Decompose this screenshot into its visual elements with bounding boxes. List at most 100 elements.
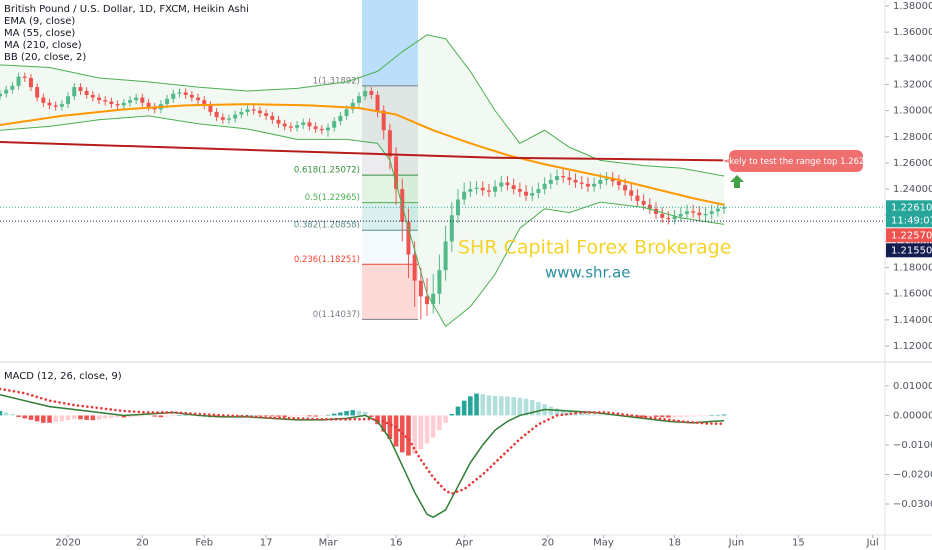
histogram-bar [276, 415, 281, 417]
histogram-bar [300, 415, 306, 417]
candle-body [146, 102, 151, 107]
histogram-bar [307, 415, 312, 417]
candle-body [189, 94, 194, 98]
candle-body [468, 189, 473, 192]
price-label: 1.22610 [891, 202, 932, 213]
candle-body [53, 105, 58, 107]
y-tick-label: 1.24000 [893, 184, 932, 195]
histogram-bar [356, 410, 362, 416]
candle-body [369, 91, 374, 95]
fib-zone [362, 264, 418, 320]
candle-body [326, 127, 331, 131]
histogram-bar [22, 415, 28, 419]
y-tick-label: 1.12000 [893, 341, 932, 352]
price-label: 1.22570 [891, 230, 932, 241]
histogram-bar [263, 415, 269, 417]
histogram-bar [127, 415, 133, 418]
signal-line [0, 387, 726, 496]
x-tick-label: Jun [728, 538, 745, 549]
x-tick-label: Mar [319, 538, 339, 549]
histogram-bar [412, 415, 417, 454]
candle-body [443, 241, 448, 271]
histogram-bar [313, 415, 318, 417]
candle-body [220, 117, 225, 120]
histogram-bar [486, 395, 492, 416]
histogram-bar [71, 415, 77, 419]
histogram-bar [548, 406, 554, 416]
candle-body [239, 111, 244, 115]
candle-body [22, 76, 27, 78]
candle-body [214, 111, 219, 118]
histogram-bar [715, 414, 721, 416]
x-tick-label: Jul [866, 538, 879, 549]
histogram-bar [641, 415, 646, 418]
candle-body [350, 102, 355, 110]
histogram-bar [474, 393, 479, 416]
candle-body [474, 187, 479, 190]
histogram-bar [133, 415, 139, 417]
candle-body [4, 89, 9, 94]
histogram-bar [270, 415, 275, 417]
candle-body [90, 94, 95, 98]
histogram-bar [381, 415, 387, 432]
price-label-box [886, 200, 932, 228]
candle-body [660, 213, 665, 218]
histogram-bar [152, 415, 158, 417]
candle-body [171, 93, 176, 99]
histogram-bar [455, 406, 461, 416]
moving-average [0, 103, 725, 206]
candle-body [629, 190, 634, 196]
y-tick-label: 1.16000 [893, 289, 932, 300]
price-pane: 1(1.31892) 0.618(1.25072) 0.5(1.22965) 0.38… [0, 0, 885, 328]
candle-body [616, 181, 621, 186]
candle-body [641, 200, 646, 205]
bb-lower [0, 115, 725, 328]
histogram-bar [523, 398, 529, 416]
x-tick-label: 2020 [55, 538, 80, 549]
fib-label: 0.236(1.18251) [294, 255, 360, 265]
histogram-bar [505, 396, 510, 416]
candle-body [623, 185, 628, 191]
candle-body [0, 93, 2, 97]
candle-body [344, 109, 349, 116]
candle-body [573, 179, 578, 183]
histogram-bar [449, 413, 455, 416]
candle-body [35, 87, 40, 98]
candle-body [703, 213, 708, 216]
histogram-bar [468, 396, 473, 416]
candle-body [338, 115, 343, 122]
histogram-bar [121, 415, 127, 418]
y-tick-label: 1.34000 [893, 53, 932, 64]
histogram-bar [47, 415, 52, 423]
candle-body [233, 114, 238, 119]
legend-item: EMA (9, close) [4, 16, 75, 27]
histogram-bar [65, 415, 71, 420]
legend-item: BB (20, close, 2) [4, 52, 86, 63]
histogram-bar [492, 395, 498, 416]
candle-body [394, 156, 399, 190]
candle-body [486, 190, 491, 192]
y-tick-label: −0.02000 [893, 469, 932, 480]
histogram-bar [140, 415, 145, 417]
histogram-bar [84, 415, 89, 420]
candle-body [10, 85, 15, 90]
histogram-bar [3, 412, 9, 416]
histogram-bar [387, 415, 393, 440]
candle-body [579, 182, 584, 184]
candle-body [301, 122, 306, 126]
histogram-bar [406, 415, 411, 456]
candle-body [493, 186, 498, 192]
candle-body [691, 211, 696, 213]
histogram-bar [703, 415, 708, 416]
histogram-bar [653, 415, 659, 417]
histogram-bar [102, 415, 108, 419]
histogram-bar [232, 415, 238, 416]
bb-upper [0, 34, 725, 177]
chart-title: British Pound / U.S. Dollar, 1D, FXCM, H… [4, 4, 249, 15]
candle-body [462, 191, 467, 200]
histogram-bar [536, 402, 541, 416]
x-tick-label: 20 [136, 538, 149, 549]
histogram-bar [529, 400, 535, 416]
candle-body [449, 215, 454, 242]
candle-body [548, 179, 553, 184]
